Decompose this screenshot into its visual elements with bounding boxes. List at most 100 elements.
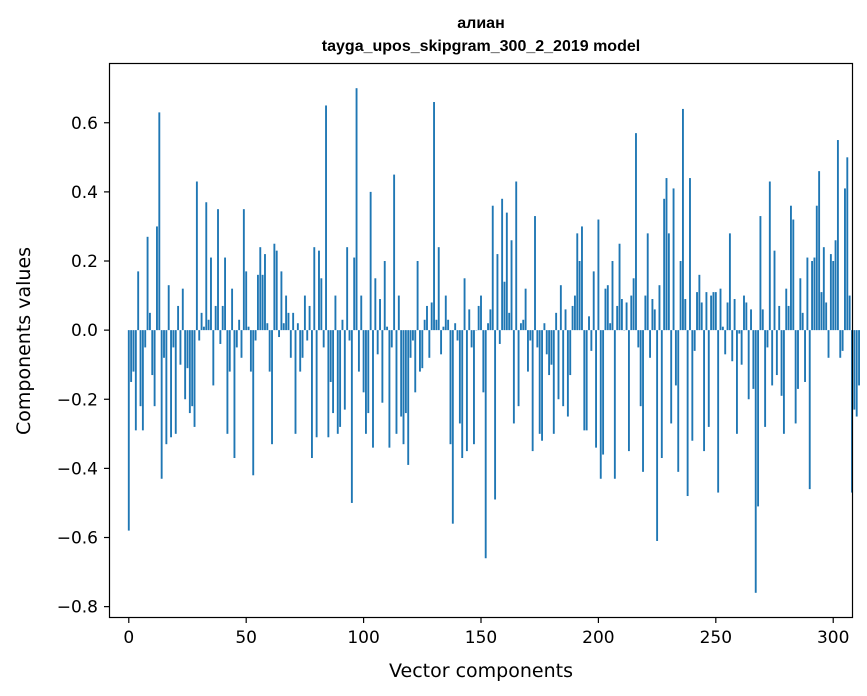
y-tick-label: −0.4: [57, 459, 98, 479]
bar: [832, 261, 835, 331]
bar: [332, 330, 335, 414]
bar: [444, 295, 447, 331]
bar: [635, 133, 637, 331]
bar: [707, 330, 710, 427]
bar: [825, 302, 828, 331]
bar: [160, 330, 163, 479]
bar: [510, 240, 513, 331]
bar: [318, 250, 320, 331]
bar: [202, 326, 205, 331]
bar: [787, 305, 790, 331]
bar: [141, 330, 144, 431]
x-axis-ticks: 0 50 100 150 200 250 300: [123, 617, 849, 648]
bar: [374, 278, 377, 331]
bar: [682, 108, 684, 331]
bar: [217, 209, 219, 331]
bar: [254, 330, 257, 341]
bar: [747, 330, 750, 400]
bar: [822, 247, 825, 331]
bar: [595, 330, 597, 448]
bar: [336, 330, 339, 434]
bar: [794, 330, 797, 424]
bar: [630, 295, 633, 331]
y-tick-label: 0.2: [71, 252, 98, 272]
bar: [672, 188, 675, 331]
bar: [144, 330, 147, 348]
bar: [599, 330, 602, 479]
bar: [658, 285, 661, 331]
bar: [372, 330, 374, 448]
bar: [616, 305, 619, 331]
bar: [491, 205, 494, 331]
bar: [693, 330, 696, 351]
bar: [660, 330, 663, 459]
bar: [700, 302, 703, 331]
bar: [238, 319, 241, 331]
bar: [625, 302, 628, 331]
bar: [512, 330, 515, 424]
bar: [846, 157, 849, 331]
bar: [292, 312, 295, 331]
bar: [590, 330, 593, 351]
bar: [576, 233, 579, 331]
bar: [653, 309, 656, 331]
bar: [407, 330, 410, 465]
bar: [287, 312, 290, 331]
bar: [430, 302, 433, 331]
bar: [674, 330, 677, 386]
bar: [416, 261, 419, 331]
bar: [644, 295, 647, 331]
y-axis-label: Components values: [13, 247, 35, 435]
y-tick-label: 0.4: [71, 183, 98, 203]
bar: [757, 330, 760, 507]
bar: [754, 330, 757, 593]
bar: [294, 330, 297, 434]
bar: [134, 330, 137, 431]
bar: [313, 247, 316, 331]
bar: [620, 299, 623, 331]
bar: [588, 316, 590, 331]
bar: [296, 323, 299, 331]
bar: [597, 219, 600, 331]
bar: [573, 295, 576, 331]
bar: [240, 330, 243, 358]
bar: [804, 330, 806, 382]
bar: [717, 330, 720, 493]
bar: [231, 288, 234, 331]
bar: [414, 330, 417, 393]
bar: [456, 330, 459, 341]
bar: [686, 330, 689, 497]
bar: [325, 105, 327, 331]
bar: [637, 330, 640, 348]
bar: [261, 274, 264, 331]
bar: [282, 323, 285, 331]
bar: [724, 330, 727, 355]
bar: [583, 330, 586, 431]
bar: [343, 330, 346, 410]
bar: [743, 295, 745, 331]
bar: [721, 326, 724, 331]
bars-group: [127, 88, 860, 593]
y-axis-ticks: −0.8 −0.6 −0.4 −0.2 0.0 0.2 0.4 0.6: [57, 114, 110, 618]
bar: [801, 312, 804, 331]
bar: [221, 305, 224, 331]
bar: [726, 302, 729, 331]
bar: [383, 261, 386, 331]
bar: [306, 330, 309, 341]
bar: [470, 330, 473, 348]
bar: [278, 330, 280, 338]
bar: [489, 309, 492, 331]
bar: [130, 330, 133, 382]
bar: [353, 257, 356, 331]
bar: [703, 330, 706, 452]
bar: [172, 330, 175, 348]
bar: [639, 330, 642, 407]
bar: [132, 330, 135, 372]
bar: [733, 299, 736, 331]
y-tick-label: −0.6: [57, 529, 98, 549]
bar: [679, 261, 682, 331]
chart-title: алиан: [457, 15, 504, 32]
bar: [541, 330, 543, 441]
bar: [752, 330, 755, 389]
bar: [566, 330, 569, 417]
